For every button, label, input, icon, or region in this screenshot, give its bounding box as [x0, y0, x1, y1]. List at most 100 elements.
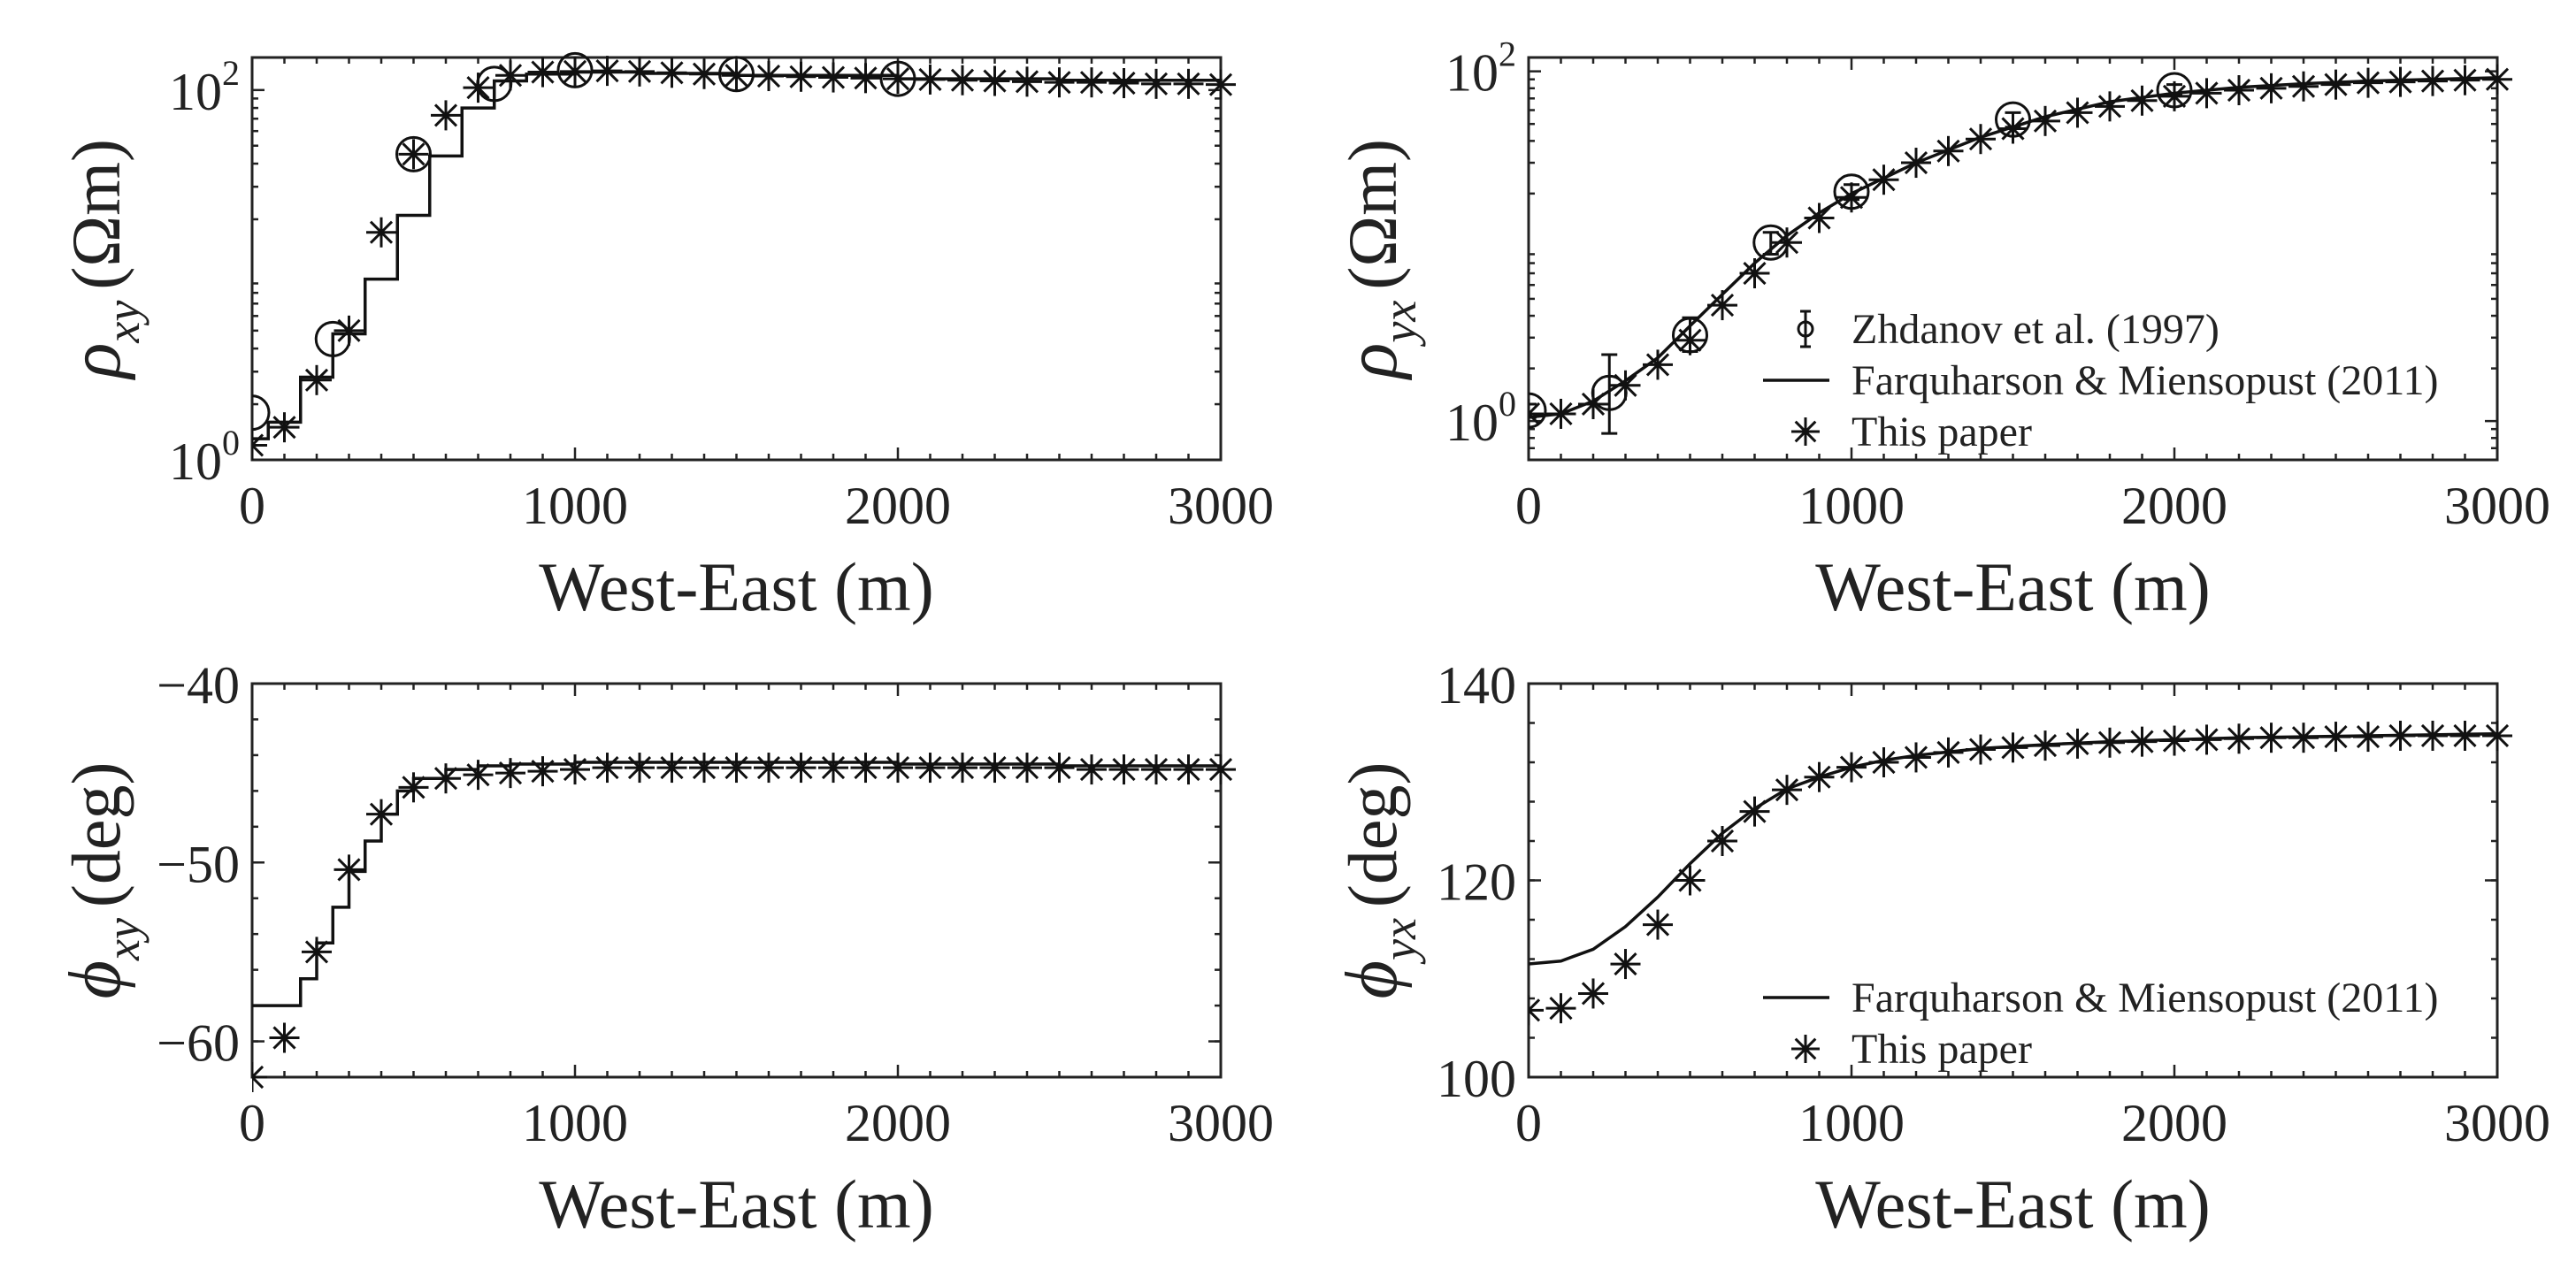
marker-this-paper [2191, 724, 2222, 755]
legend-label: This paper [1852, 409, 2032, 455]
marker-this-paper [495, 60, 525, 91]
marker-this-paper [463, 73, 494, 103]
marker-this-paper [269, 1022, 300, 1053]
marker-this-paper [1836, 752, 1867, 783]
axes-frame [250, 682, 1223, 1079]
marker-this-paper [1997, 113, 2028, 144]
marker-this-paper [1868, 747, 1899, 777]
marker-this-paper [1545, 993, 1576, 1024]
marker-this-paper [2095, 727, 2125, 758]
x-tick-label: 1000 [1798, 477, 1905, 535]
x-axis-title: West-East (m) [539, 548, 933, 625]
marker-this-paper [1804, 203, 1835, 233]
y-tick-label: 120 [1437, 853, 1516, 912]
marker-this-paper [1868, 164, 1899, 195]
marker-zhdanov [556, 51, 594, 88]
y-tick-label: −50 [157, 835, 240, 893]
marker-this-paper [754, 61, 784, 92]
marker-this-paper [2224, 723, 2254, 754]
marker-this-paper [560, 754, 590, 785]
marker-this-paper [1772, 775, 1802, 806]
marker-this-paper [625, 56, 655, 87]
plot-area [1529, 64, 2512, 435]
marker-this-paper [269, 412, 300, 443]
marker-this-paper [1966, 124, 1996, 155]
legend-label: This paper [1852, 1026, 2032, 1073]
marker-this-paper [2320, 69, 2351, 100]
marker-this-paper [1077, 67, 1107, 98]
x-tick-label: 3000 [1168, 477, 1274, 535]
x-axis-title: West-East (m) [539, 1166, 933, 1243]
series-line-farquharson [1529, 731, 2498, 966]
marker-this-paper [915, 64, 946, 95]
marker-this-paper [1610, 370, 1641, 401]
x-tick-label: 0 [239, 1094, 265, 1152]
error-bar [1601, 353, 1618, 435]
marker-this-paper [883, 753, 913, 784]
marker-this-paper [786, 753, 816, 784]
marker-this-paper [1578, 388, 1608, 419]
rho-yx-panel: 0 1000 2000 3000 100 102 West-East (m) ρyx(Ωm) Z… [1330, 34, 2550, 625]
series-line-farquharson [252, 70, 1223, 440]
x-tick-label: 0 [239, 477, 265, 535]
marker-this-paper [2127, 85, 2158, 116]
x-tick-label: 0 [1515, 1094, 1542, 1152]
marker-this-paper [527, 756, 558, 787]
marker-this-paper [2288, 71, 2319, 102]
x-tick-label: 3000 [1168, 1094, 1274, 1152]
marker-this-paper [560, 56, 590, 87]
marker-this-paper [1643, 909, 1673, 940]
marker-this-paper [721, 60, 752, 91]
y-axis-title: ρxy(Ωm) [54, 139, 150, 381]
marker-this-paper [302, 364, 332, 395]
x-axis-title: West-East (m) [1815, 548, 2210, 625]
marker-this-paper [1206, 754, 1236, 785]
marker-this-paper [2320, 722, 2351, 753]
marker-this-paper [1141, 754, 1171, 785]
marker-this-paper [1739, 258, 1770, 289]
marker-this-paper [625, 753, 655, 784]
x-tick-label: 0 [1515, 477, 1542, 535]
x-tick-label: 2000 [2121, 1094, 2227, 1152]
legend-asterisk-icon [1791, 417, 1820, 446]
marker-this-paper [1610, 949, 1641, 980]
marker-this-paper [754, 753, 784, 784]
marker-this-paper [2418, 65, 2448, 96]
marker-this-paper [2385, 66, 2416, 97]
x-tick-label: 1000 [522, 1094, 628, 1152]
y-axis-title: ρyx(Ωm) [1330, 139, 1426, 381]
marker-this-paper [689, 58, 719, 89]
marker-this-paper [1044, 753, 1075, 784]
marker-this-paper [1933, 737, 1964, 768]
x-tick-label: 3000 [2444, 477, 2550, 535]
y-tick-label: 102 [1445, 34, 1516, 103]
y-tick-label: 100 [1445, 384, 1516, 452]
marker-this-paper [1772, 227, 1802, 258]
marker-this-paper [786, 61, 816, 92]
x-tick-label: 1000 [1798, 1094, 1905, 1152]
y-tick-label: −60 [157, 1014, 240, 1073]
marker-this-paper [2062, 97, 2093, 128]
plot-area [1529, 720, 2512, 1026]
marker-this-paper [1675, 325, 1706, 356]
y-tick-label: 100 [169, 423, 240, 491]
marker-this-paper [398, 139, 429, 170]
marker-this-paper [1997, 732, 2028, 763]
marker-this-paper [721, 753, 752, 784]
legend: Zhdanov et al. (1997)Farquharson & Miens… [1763, 306, 2439, 455]
legend-asterisk-icon [1791, 1035, 1820, 1063]
x-tick-label: 2000 [845, 1094, 951, 1152]
y-tick-label: 102 [169, 53, 240, 121]
x-tick-label: 2000 [845, 477, 951, 535]
legend-label: Farquharson & Miensopust (2011) [1852, 357, 2439, 404]
marker-this-paper [527, 57, 558, 88]
marker-this-paper [1529, 995, 1544, 1026]
marker-this-paper [883, 64, 913, 95]
marker-this-paper [2385, 720, 2416, 751]
marker-this-paper [850, 63, 881, 94]
marker-this-paper [1173, 68, 1204, 99]
marker-this-paper [2159, 725, 2189, 756]
legend-errorbar-icon [1797, 310, 1814, 348]
marker-this-paper [1545, 398, 1576, 429]
